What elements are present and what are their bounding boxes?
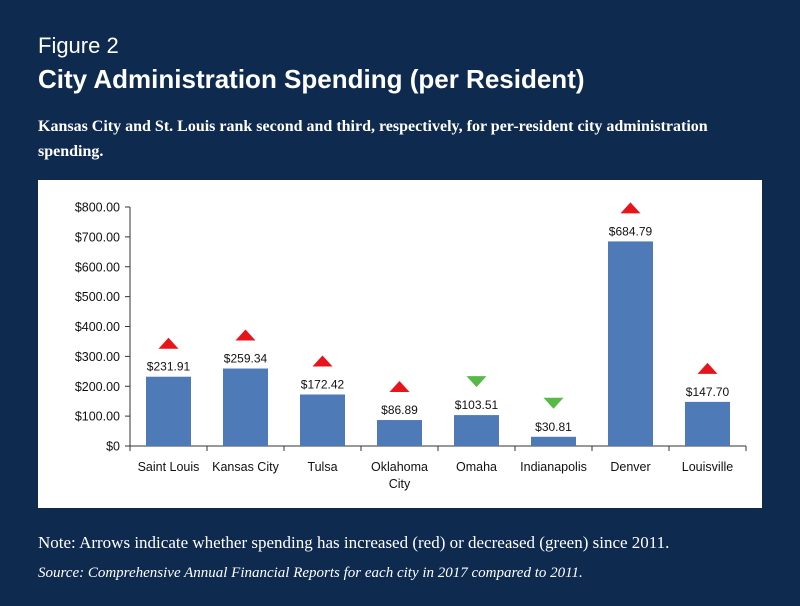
- chart-title: City Administration Spending (per Reside…: [38, 64, 585, 94]
- data-label: $30.81: [535, 420, 572, 434]
- x-tick-label: Louisville: [682, 460, 733, 474]
- bar: [377, 420, 422, 446]
- bar-chart: $0 $100.00 $200.00 $300.00 $400.00 $500.00 $60…: [75, 201, 747, 491]
- chart-note: Note: Arrows indicate whether spending h…: [38, 533, 670, 552]
- y-tick-label: $600.00: [75, 260, 120, 274]
- bar: [531, 436, 576, 446]
- data-label: $147.70: [686, 385, 730, 399]
- x-tick-label: Omaha: [456, 460, 497, 474]
- x-tick-label: Saint Louis: [138, 460, 200, 474]
- y-tick-label: $700.00: [75, 230, 120, 244]
- x-tick-label: Denver: [610, 460, 650, 474]
- up-arrow-icon: [235, 329, 256, 341]
- up-arrow-icon: [389, 381, 410, 393]
- up-arrow-icon: [158, 337, 179, 349]
- chart-subtitle: Kansas City and St. Louis rank second an…: [38, 118, 708, 160]
- y-tick-label: $500.00: [75, 290, 120, 304]
- bar: [608, 241, 653, 446]
- chart-source: Source: Comprehensive Annual Financial R…: [38, 565, 583, 581]
- x-tick-label: Indianapolis: [520, 460, 587, 474]
- x-tick-label: Kansas City: [212, 460, 279, 474]
- data-label: $231.91: [147, 360, 191, 374]
- data-label: $684.79: [609, 224, 653, 238]
- x-tick-label: Tulsa: [307, 460, 337, 474]
- chart-area: $0 $100.00 $200.00 $300.00 $400.00 $500.00 $60…: [38, 180, 762, 508]
- up-arrow-icon: [312, 355, 333, 367]
- y-tick-label: $300.00: [75, 350, 120, 364]
- data-label: $172.42: [301, 377, 345, 391]
- y-tick-label: $0: [106, 440, 120, 454]
- x-tick-label: City: [389, 477, 411, 491]
- x-tick-label: Oklahoma: [371, 460, 428, 474]
- data-label: $103.51: [455, 398, 499, 412]
- up-arrow-icon: [697, 362, 718, 374]
- data-label: $86.89: [381, 403, 418, 417]
- figure-label: Figure 2: [38, 33, 119, 58]
- y-tick-label: $100.00: [75, 410, 120, 424]
- data-label: $259.34: [224, 352, 268, 366]
- bar: [685, 401, 730, 446]
- bar: [300, 394, 345, 446]
- y-tick-label: $400.00: [75, 320, 120, 334]
- bar: [146, 376, 191, 446]
- down-arrow-icon: [466, 376, 487, 388]
- bar: [454, 415, 499, 446]
- down-arrow-icon: [543, 397, 564, 409]
- y-tick-label: $800.00: [75, 201, 120, 215]
- bar: [223, 368, 268, 446]
- y-tick-label: $200.00: [75, 380, 120, 394]
- up-arrow-icon: [620, 202, 641, 214]
